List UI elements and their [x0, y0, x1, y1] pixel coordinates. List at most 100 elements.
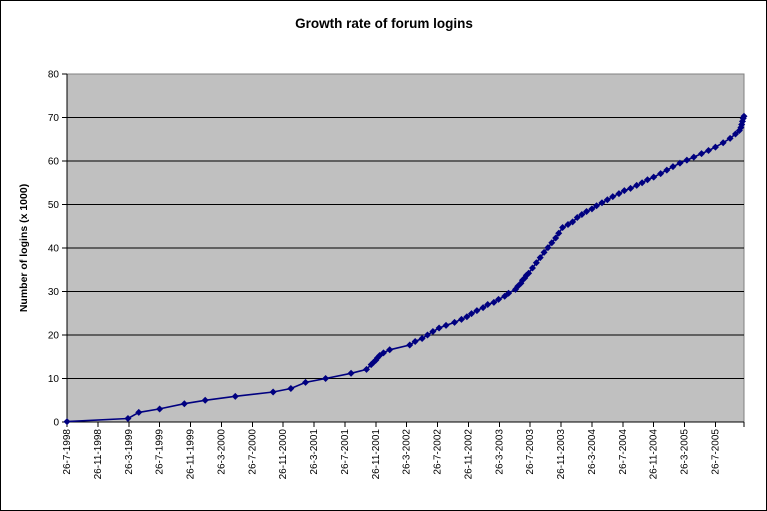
data-point-marker: [615, 190, 623, 198]
data-point-marker: [676, 159, 684, 167]
data-point-marker: [683, 156, 691, 164]
data-point-marker: [269, 388, 277, 396]
x-tick-label: 26-3-2005: [680, 429, 691, 475]
x-tick-label: 26-11-2004: [649, 429, 660, 480]
x-tick-label: 26-7-2002: [433, 429, 444, 475]
data-point-marker: [411, 338, 419, 346]
x-tick-label: 26-7-2004: [618, 429, 629, 475]
y-tick-label: 20: [48, 331, 60, 342]
x-tick-label: 26-11-1999: [186, 429, 197, 480]
data-point-marker: [698, 150, 706, 158]
data-point-marker: [424, 331, 432, 339]
plot-area: 0 10 20 30 40 50 60 70 80 26-7-1998 26-11-1998 26-3…: [48, 70, 748, 480]
data-point-marker: [650, 173, 658, 181]
x-tick-label: 26-11-2001: [371, 429, 382, 480]
data-point-marker: [386, 346, 394, 354]
data-point-marker: [548, 239, 556, 247]
data-point-marker: [603, 196, 611, 204]
data-point-marker: [63, 418, 71, 426]
data-point-marker: [552, 234, 560, 242]
data-point-marker: [201, 396, 209, 404]
data-point-marker: [451, 318, 459, 326]
x-tick-label: 26-7-1998: [62, 429, 73, 475]
y-tick-label: 30: [48, 287, 60, 298]
data-point-marker: [559, 224, 567, 232]
data-point-marker: [135, 408, 143, 416]
data-point-marker: [573, 214, 581, 222]
data-point-marker: [569, 218, 577, 226]
data-point-marker: [544, 244, 552, 252]
x-tick-label: 26-7-1999: [155, 429, 166, 475]
x-tick-label: 26-11-2002: [463, 429, 474, 480]
data-point-marker: [583, 207, 591, 215]
data-point-marker: [726, 134, 734, 142]
y-axis-title: Number of logins (x 1000): [18, 184, 30, 312]
data-point-marker: [479, 304, 487, 312]
data-point-marker: [578, 211, 586, 219]
data-point-marker: [598, 199, 606, 207]
data-point-marker: [379, 349, 387, 357]
data-point-marker: [669, 163, 677, 171]
data-point-marker: [231, 392, 239, 400]
x-tick-label: 26-7-2005: [710, 429, 721, 475]
data-point-marker: [442, 321, 450, 329]
data-point-marker: [484, 301, 492, 309]
data-point-marker: [322, 375, 330, 382]
data-point-marker: [620, 187, 628, 195]
data-point-marker: [457, 315, 465, 323]
data-point-marker: [463, 313, 471, 321]
x-tick-label: 26-11-1998: [93, 429, 104, 480]
data-point-marker: [609, 193, 617, 201]
data-point-marker: [156, 405, 164, 413]
x-tick-label: 26-11-2003: [556, 429, 567, 480]
data-point-marker: [124, 415, 132, 423]
data-point-marker: [435, 324, 443, 332]
data-point-marker: [588, 205, 596, 213]
data-point-marker: [564, 221, 572, 229]
data-point-marker: [473, 307, 481, 315]
data-point-marker: [536, 254, 544, 262]
x-tick-label: 26-7-2003: [525, 429, 536, 475]
x-tick-label: 26-11-2000: [278, 429, 289, 480]
data-point-marker: [347, 369, 355, 377]
y-tick-label: 70: [48, 113, 60, 124]
y-tick-label: 80: [48, 70, 60, 81]
y-tick-label: 60: [48, 157, 60, 168]
data-point-marker: [429, 328, 437, 336]
x-tick-label: 26-3-2000: [216, 429, 227, 475]
data-point-marker: [180, 400, 188, 408]
data-point-marker: [468, 310, 476, 318]
x-tick-label: 26-7-2000: [247, 429, 258, 475]
data-point-marker: [505, 289, 513, 297]
data-point-marker: [406, 341, 414, 349]
x-tick-label: 26-3-2003: [494, 429, 505, 475]
data-point-marker: [704, 147, 712, 155]
data-point-marker: [657, 170, 665, 178]
data-point-marker: [528, 264, 536, 272]
series-markers: [63, 112, 748, 426]
data-point-marker: [532, 259, 540, 267]
data-point-marker: [627, 184, 635, 192]
data-point-marker: [719, 139, 727, 147]
y-tick-label: 10: [48, 374, 60, 385]
x-tick-label: 26-3-2001: [309, 429, 320, 475]
data-point-marker: [555, 229, 563, 237]
y-tick-label: 40: [48, 244, 60, 255]
data-point-marker: [490, 298, 498, 306]
data-point-marker: [287, 385, 295, 393]
data-point-marker: [302, 378, 310, 386]
data-point-marker: [663, 166, 671, 174]
x-tick-label: 26-7-2001: [340, 429, 351, 475]
data-point-marker: [525, 269, 533, 277]
data-point-marker: [690, 153, 698, 161]
x-tick-label: 26-3-1999: [124, 429, 135, 475]
data-point-marker: [363, 365, 371, 373]
data-point-marker: [740, 112, 748, 120]
x-tick-label: 26-3-2002: [402, 429, 413, 475]
data-point-marker: [540, 248, 548, 256]
x-tick-label: 26-3-2004: [587, 429, 598, 475]
data-point-marker: [644, 176, 652, 184]
data-point-marker: [711, 143, 719, 151]
